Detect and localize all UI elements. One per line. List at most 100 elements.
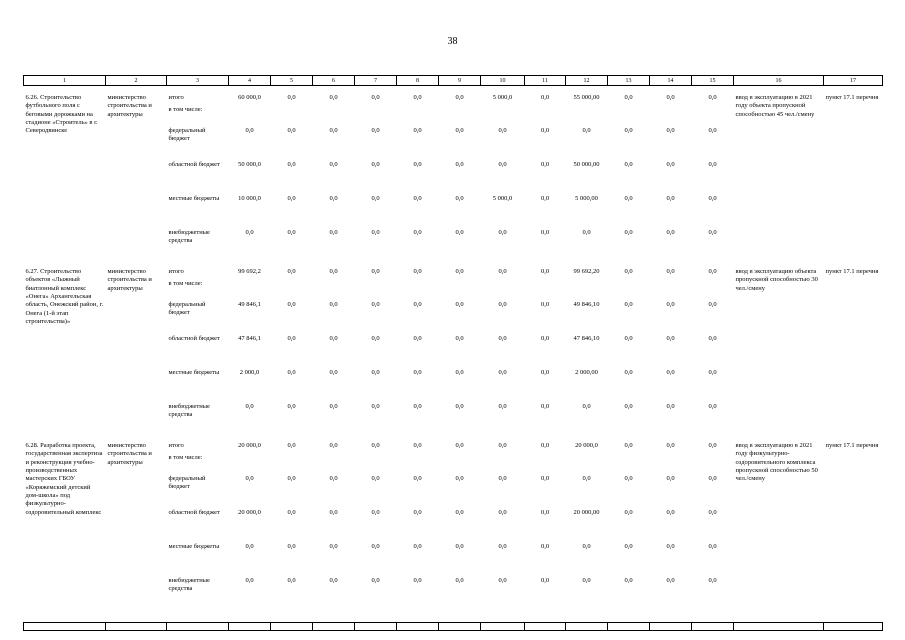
value-cell: 0,0 — [708, 94, 717, 101]
value-cell: 0,0 — [371, 301, 380, 308]
table-row: областной бюджет 20 000,0 0,0 0,0 0,0 0,0 0,0 0… — [24, 509, 883, 543]
budget-type-label: местные бюджеты — [168, 543, 220, 550]
value-cell: 0,0 — [413, 475, 422, 482]
value-cell: 0,0 — [540, 161, 550, 168]
value-cell — [397, 280, 439, 301]
value-cell: 60 000,0 — [238, 94, 261, 101]
value-cell: 0,0 — [540, 509, 550, 516]
value-cell: 0,0 — [455, 509, 464, 516]
value-cell: 0,0 — [371, 577, 380, 584]
page-cut-cell — [823, 622, 883, 631]
value-cell: 0,0 — [371, 475, 380, 482]
value-cell: 0,0 — [666, 543, 675, 550]
value-cell: 0,0 — [540, 335, 550, 342]
value-cell: 99 692,20 — [573, 268, 600, 275]
column-number: 10 — [480, 75, 525, 86]
value-cell: 0,0 — [498, 268, 507, 275]
value-cell: 0,0 — [708, 161, 717, 168]
value-cell: 0,0 — [455, 403, 464, 410]
value-cell — [566, 454, 608, 475]
value-cell: 20 000,0 — [575, 442, 598, 449]
value-cell: 0,0 — [413, 161, 422, 168]
value-cell: 0,0 — [666, 442, 675, 449]
value-cell: 0,0 — [708, 543, 717, 550]
commissioning-note: ввод в эксплуатацию в 2021 году объекта … — [735, 94, 815, 118]
value-cell: 0,0 — [624, 94, 633, 101]
value-cell: 0,0 — [287, 94, 296, 101]
value-cell: 0,0 — [245, 543, 254, 550]
value-cell: 0,0 — [371, 442, 380, 449]
value-cell: 0,0 — [540, 229, 550, 236]
value-cell: 0,0 — [413, 369, 422, 376]
value-cell — [271, 454, 313, 475]
column-number: 16 — [733, 75, 824, 86]
value-cell — [271, 280, 313, 301]
value-cell: 2 000,00 — [575, 369, 598, 376]
value-cell — [692, 280, 734, 301]
value-cell: 0,0 — [287, 442, 296, 449]
value-cell: 0,0 — [582, 577, 591, 584]
value-cell: 0,0 — [666, 475, 675, 482]
value-cell: 2 000,0 — [239, 369, 260, 376]
table-row: внебюджетные средства 0,0 0,0 0,0 0,0 0,0 0,0 0… — [24, 403, 883, 430]
ministry-name: министерство строительства и архитектуры — [107, 268, 152, 292]
commissioning-note: ввод в эксплуатацию в 2021 году физкульт… — [735, 442, 818, 483]
budget-type-label: итого — [168, 94, 184, 101]
value-cell — [650, 280, 692, 301]
value-cell — [313, 106, 355, 127]
value-cell: 0,0 — [708, 509, 717, 516]
value-cell — [566, 106, 608, 127]
value-cell — [271, 106, 313, 127]
table-body: 6.26. Строительство футбольного поля с б… — [23, 86, 883, 631]
value-cell: 0,0 — [455, 335, 464, 342]
value-cell: 0,0 — [329, 161, 338, 168]
table-row: федеральный бюджет 49 846,1 0,0 0,0 0,0 0,0 0,… — [24, 301, 883, 335]
value-cell: 0,0 — [624, 369, 633, 376]
value-cell: 0,0 — [666, 301, 675, 308]
value-cell: 0,0 — [624, 268, 633, 275]
value-cell: 55 000,00 — [573, 94, 600, 101]
value-cell: 0,0 — [371, 161, 380, 168]
value-cell: 0,0 — [498, 509, 507, 516]
value-cell: 5 000,0 — [492, 195, 513, 202]
budget-type-label: областной бюджет — [168, 335, 220, 342]
table-row: внебюджетные средства 0,0 0,0 0,0 0,0 0,0 0,0 0… — [24, 577, 883, 604]
page-cut-row — [23, 622, 883, 631]
table-row: в том числе: — [24, 280, 883, 301]
value-cell — [650, 106, 692, 127]
value-cell: 0,0 — [498, 442, 507, 449]
value-cell: 0,0 — [371, 268, 380, 275]
value-cell: 0,0 — [498, 335, 507, 342]
value-cell: 0,0 — [287, 543, 296, 550]
value-cell: 0,0 — [371, 369, 380, 376]
budget-type-label: областной бюджет — [168, 509, 220, 516]
column-number-header: 1 2 3 4 5 6 7 8 9 10 11 12 13 14 15 16 17 — [23, 75, 883, 86]
value-cell: 0,0 — [413, 229, 422, 236]
page-cut-cell — [733, 622, 824, 631]
value-cell: 49 846,1 — [238, 301, 261, 308]
value-cell: 0,0 — [498, 403, 507, 410]
budget-type-label: федеральный бюджет — [168, 301, 206, 317]
value-cell: 0,0 — [329, 195, 338, 202]
value-cell — [692, 106, 734, 127]
value-cell — [525, 280, 566, 301]
page-cut-cell — [312, 622, 355, 631]
value-cell: 0,0 — [245, 577, 254, 584]
value-cell — [439, 454, 481, 475]
value-cell: 0,0 — [666, 127, 675, 134]
value-cell: 0,0 — [329, 94, 338, 101]
value-cell: 0,0 — [498, 301, 507, 308]
budget-type-label: внебюджетные средства — [168, 403, 210, 419]
project-name: 6.26. Строительство футбольного поля с б… — [25, 94, 98, 135]
value-cell: 0,0 — [287, 403, 296, 410]
page-cut-cell — [438, 622, 481, 631]
column-number: 2 — [105, 75, 167, 86]
value-cell: 0,0 — [287, 161, 296, 168]
page-cut-cell — [565, 622, 608, 631]
table-row: 6.27. Строительство объектов «Лыжный биа… — [24, 268, 883, 325]
value-cell: 0,0 — [329, 335, 338, 342]
table-row: 6.28. Разработка проекта, государственна… — [24, 442, 883, 516]
budget-table: 1 2 3 4 5 6 7 8 9 10 11 12 13 14 15 16 17 6.26. Строител… — [23, 75, 883, 631]
value-cell: 0,0 — [455, 161, 464, 168]
value-cell — [355, 454, 397, 475]
